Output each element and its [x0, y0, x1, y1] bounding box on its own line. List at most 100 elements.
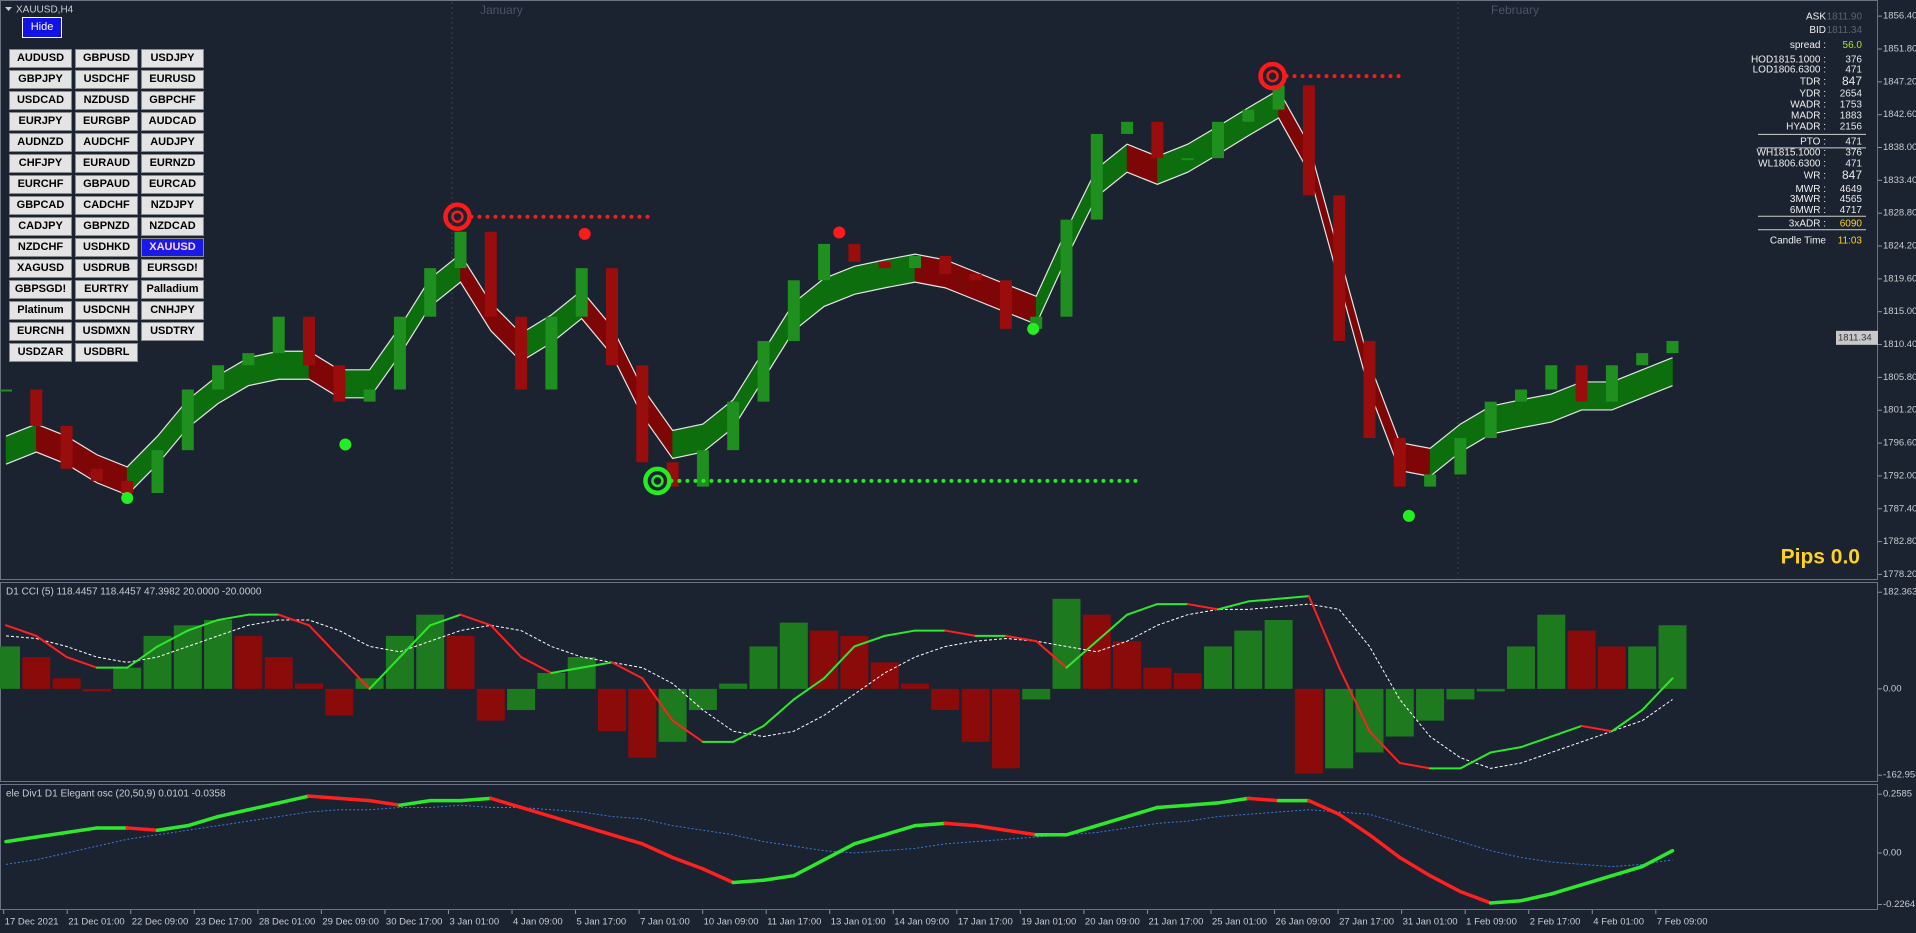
symbol-button[interactable]: GBPNZD	[75, 217, 138, 236]
symbol-button[interactable]: USDCAD	[9, 91, 72, 110]
x-tick-label: 10 Jan 09:00	[704, 917, 759, 928]
osc-line	[640, 842, 675, 860]
symbol-button[interactable]: EURSGD!	[141, 259, 204, 278]
cci-line	[186, 618, 220, 632]
cci-line	[641, 677, 674, 722]
osc-line	[670, 855, 705, 871]
symbol-button[interactable]: USDHKD	[75, 238, 138, 257]
osc-line	[1428, 873, 1463, 894]
cci-bar	[901, 683, 929, 689]
symbol-button[interactable]: NZDCAD	[141, 217, 204, 236]
candle	[212, 365, 225, 390]
symbol-button[interactable]: EURTRY	[75, 280, 138, 299]
cci-bar	[355, 678, 384, 689]
osc-line	[1579, 873, 1614, 887]
osc-line	[519, 805, 554, 819]
candle	[424, 268, 437, 317]
osc-line	[1549, 883, 1584, 896]
cci-bar	[264, 657, 293, 689]
x-tick-label: 29 Dec 09:00	[322, 917, 379, 928]
symbol-button[interactable]: EURNZD	[141, 154, 204, 173]
signal-ring	[643, 466, 672, 496]
symbol-button[interactable]: EURJPY	[9, 112, 72, 131]
info-value: 6090	[1840, 218, 1863, 229]
candle	[1605, 365, 1618, 402]
symbol-button[interactable]: GBPJPY	[9, 70, 72, 89]
symbol-button[interactable]: NZDJPY	[141, 196, 204, 215]
cci-bar	[416, 614, 445, 689]
cci-line	[1398, 762, 1432, 770]
cci-bar	[113, 667, 142, 689]
symbol-button[interactable]: Platinum	[9, 301, 72, 320]
candle	[1454, 438, 1467, 475]
symbol-button[interactable]: GBPSGD!	[9, 280, 72, 299]
month-label: January	[480, 3, 523, 17]
symbol-button[interactable]: USDZAR	[9, 343, 72, 362]
osc-line	[1337, 812, 1372, 837]
info-value: 11:03	[1838, 235, 1863, 246]
symbol-button[interactable]: USDBRL	[75, 343, 138, 362]
y-tick-label: 182.3631	[1883, 587, 1916, 598]
x-tick-label: 28 Dec 01:00	[259, 917, 316, 928]
symbol-button[interactable]: CADCHF	[75, 196, 138, 215]
symbol-button[interactable]: XAGUSD	[9, 259, 72, 278]
symbol-button[interactable]: XAUUSD	[141, 238, 204, 257]
cci-line	[550, 666, 583, 674]
candle	[848, 243, 861, 262]
symbol-button[interactable]: USDJPY	[141, 49, 204, 68]
symbol-button[interactable]: EURCNH	[9, 322, 72, 341]
symbol-button[interactable]: USDCHF	[75, 70, 138, 89]
cci-bar	[325, 688, 354, 716]
osc-line	[1640, 848, 1675, 869]
cci-line	[429, 613, 462, 627]
cci-bar	[234, 635, 263, 689]
symbol-button[interactable]: EURAUD	[75, 154, 138, 173]
cci-bar	[870, 662, 899, 689]
symbol-button[interactable]: NZDCHF	[9, 238, 72, 257]
x-tick-label: 7 Jan 01:00	[640, 917, 690, 928]
info-value: 471	[1845, 136, 1862, 147]
y-tick-label: 1819.60	[1883, 273, 1916, 284]
info-label: WL1806.6300 :	[1758, 158, 1826, 169]
cci-line	[277, 613, 310, 627]
symbol-button[interactable]: AUDNZD	[9, 133, 72, 152]
cci-bar	[840, 635, 869, 689]
hide-button[interactable]: Hide	[22, 17, 62, 38]
cci-bar	[688, 688, 717, 711]
symbol-button[interactable]: EURCAD	[141, 175, 204, 194]
symbol-button[interactable]: GBPUSD	[75, 49, 138, 68]
symbol-button[interactable]: AUDJPY	[141, 133, 204, 152]
candle	[90, 468, 103, 481]
symbol-button[interactable]: GBPAUD	[75, 175, 138, 194]
symbol-button[interactable]: CHFJPY	[9, 154, 72, 173]
symbol-button[interactable]: EURUSD	[141, 70, 204, 89]
symbol-button[interactable]: CADJPY	[9, 217, 72, 236]
symbol-button[interactable]: Palladium	[141, 280, 204, 299]
candle	[969, 273, 982, 281]
osc-line	[246, 801, 281, 812]
symbol-button[interactable]: AUDCHF	[75, 133, 138, 152]
symbol-button[interactable]: GBPCAD	[9, 196, 72, 215]
symbol-button[interactable]: USDTRY	[141, 322, 204, 341]
cci-bar	[1294, 688, 1323, 774]
cci-line	[1641, 677, 1674, 712]
symbol-button[interactable]: AUDCAD	[141, 112, 204, 131]
symbol-button[interactable]: AUDUSD	[9, 49, 72, 68]
candle	[151, 450, 164, 494]
symbol-button[interactable]: GBPCHF	[141, 91, 204, 110]
y-tick-label: 1824.20	[1883, 241, 1916, 252]
symbol-button[interactable]: USDRUB	[75, 259, 138, 278]
symbol-button[interactable]: USDCNH	[75, 301, 138, 320]
candle	[909, 256, 921, 269]
y-tick-label: 0.2585	[1883, 789, 1912, 800]
cci-line	[1035, 640, 1068, 669]
symbol-button[interactable]: EURGBP	[75, 112, 138, 131]
osc-line	[1064, 823, 1099, 837]
symbol-button[interactable]: USDMXN	[75, 322, 138, 341]
cci-line	[823, 645, 856, 680]
symbol-button[interactable]: CNHJPY	[141, 301, 204, 320]
symbol-button[interactable]: NZDUSD	[75, 91, 138, 110]
symbol-button[interactable]: EURCHF	[9, 175, 72, 194]
window-menu-icon	[5, 7, 12, 11]
